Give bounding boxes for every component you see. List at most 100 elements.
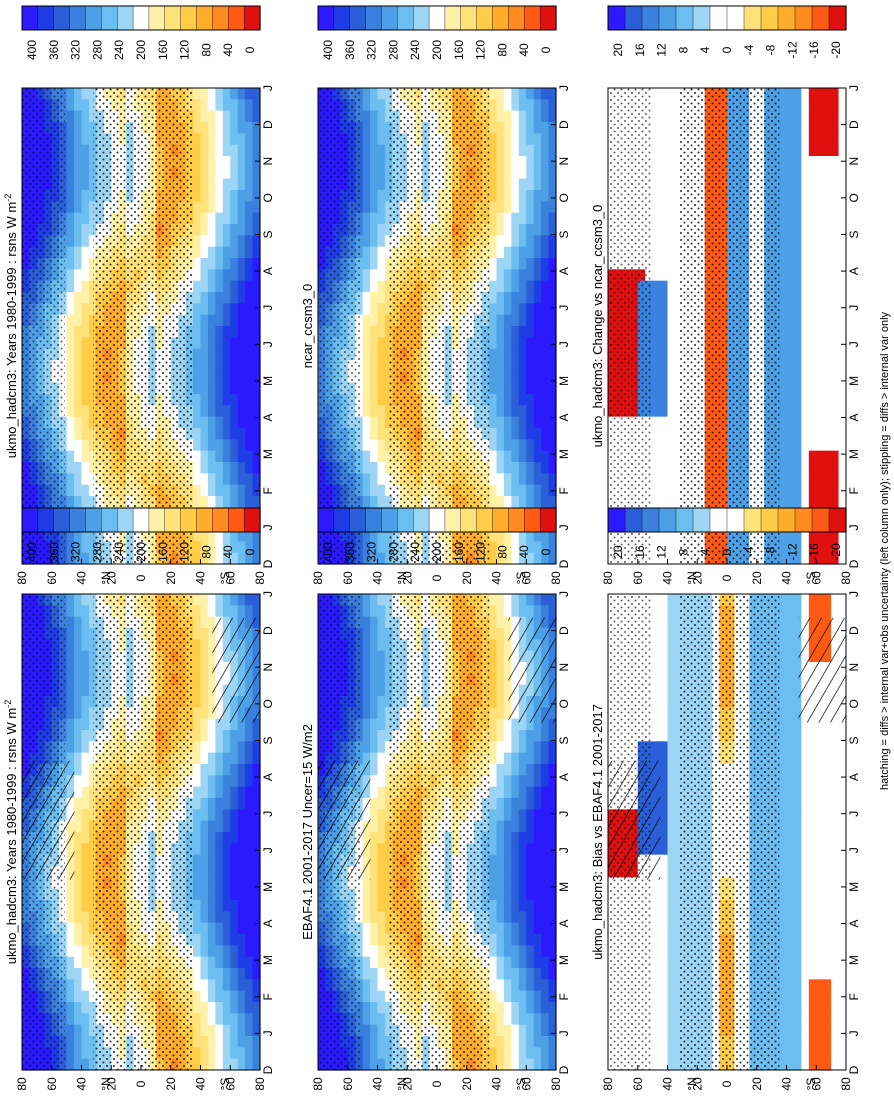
- heatmap-cell: [533, 428, 542, 440]
- heatmap-cell: [779, 258, 788, 270]
- heatmap-cell: [808, 382, 817, 395]
- heatmap-cell: [548, 110, 557, 123]
- heatmap-cell: [793, 462, 802, 474]
- heatmap-cell: [362, 462, 371, 474]
- heatmap-cell: [548, 235, 557, 248]
- heatmap-cell: [377, 224, 386, 236]
- heatmap-cell: [193, 348, 202, 361]
- heatmap-cell: [200, 496, 209, 508]
- heatmap-cell: [88, 786, 97, 799]
- heatmap-cell: [377, 314, 386, 327]
- heatmap-cell: [237, 741, 246, 754]
- heatmap-cell: [652, 201, 661, 214]
- heatmap-cell: [823, 371, 832, 384]
- stippling-overlay: [318, 88, 361, 564]
- colorbar-tick-label: -4: [742, 44, 756, 55]
- heatmap-cell: [548, 496, 557, 508]
- heatmap-cell: [660, 530, 669, 542]
- heatmap-cell: [816, 246, 825, 259]
- heatmap-cell: [652, 269, 661, 282]
- month-tick-label: J: [557, 85, 571, 91]
- month-tick-label: M: [261, 376, 275, 386]
- heatmap-cell: [370, 122, 379, 134]
- heatmap-cell: [808, 190, 817, 202]
- heatmap-cell: [200, 99, 209, 112]
- heatmap-cell: [200, 110, 209, 123]
- heatmap-cell: [801, 224, 810, 236]
- heatmap-cell: [384, 156, 393, 168]
- heatmap-cell: [207, 156, 216, 168]
- heatmap-cell: [660, 122, 669, 134]
- heatmap-cell: [370, 178, 379, 191]
- heatmap-cell: [511, 178, 520, 191]
- heatmap-cell: [237, 360, 246, 372]
- heatmap-cell: [377, 235, 386, 248]
- heatmap-cell: [503, 269, 512, 282]
- heatmap-cell: [503, 496, 512, 508]
- heatmap-cell: [245, 730, 254, 742]
- heatmap-cell: [541, 144, 550, 157]
- heatmap-cell: [81, 99, 90, 112]
- month-tick-label: D: [847, 120, 861, 129]
- heatmap-cell: [74, 110, 83, 123]
- heatmap-cell: [511, 326, 520, 338]
- heatmap-cell: [541, 337, 550, 350]
- heatmap-cell: [660, 178, 669, 191]
- heatmap-cell: [252, 820, 261, 833]
- heatmap-cell: [252, 394, 261, 406]
- month-tick-label: J: [847, 524, 861, 530]
- heatmap-cell: [74, 337, 83, 350]
- heatmap-cell: [489, 337, 498, 350]
- heatmap-cell: [237, 786, 246, 799]
- heatmap-cell: [808, 496, 817, 508]
- heatmap-cell: [808, 133, 817, 146]
- heatmap-cell: [200, 212, 209, 225]
- heatmap-cell: [801, 439, 810, 452]
- heatmap-cell: [74, 133, 83, 146]
- heatmap-cell: [215, 337, 224, 350]
- heatmap-cell: [215, 405, 224, 418]
- heatmap-cell: [88, 416, 97, 429]
- heatmap-cell: [823, 314, 832, 327]
- heatmap-cell: [215, 212, 224, 225]
- heatmap-cell: [518, 212, 527, 225]
- heatmap-cell: [823, 156, 832, 168]
- month-tick-label: J: [261, 85, 275, 91]
- heatmap-cell: [81, 764, 90, 776]
- heatmap-cell: [660, 224, 669, 236]
- heatmap-cell: [652, 224, 661, 236]
- heatmap-cell: [793, 416, 802, 429]
- heatmap-cell: [779, 269, 788, 282]
- heatmap-cell: [518, 201, 527, 214]
- heatmap-cell: [237, 337, 246, 350]
- heatmap-cell: [652, 360, 661, 372]
- heatmap-cell: [66, 552, 75, 565]
- heatmap-cell: [81, 88, 90, 100]
- heatmap-cell: [823, 552, 832, 565]
- heatmap-cell: [245, 348, 254, 361]
- heatmap-cell: [377, 394, 386, 406]
- heatmap-cell: [222, 348, 231, 361]
- heatmap-cell: [237, 258, 246, 270]
- heatmap-cell: [193, 178, 202, 191]
- heatmap-cell: [801, 416, 810, 429]
- heatmap-cell: [74, 696, 83, 708]
- heatmap-cell: [660, 382, 669, 395]
- heatmap-cell: [652, 473, 661, 486]
- heatmap-cell: [245, 541, 254, 554]
- heatmap-cell: [496, 235, 505, 248]
- heatmap-cell: [237, 88, 246, 100]
- heatmap-cell: [496, 280, 505, 293]
- heatmap-cell: [200, 718, 209, 731]
- colorbar-swatch: [69, 5, 87, 31]
- heatmap-cell: [533, 99, 542, 112]
- heatmap-cell: [66, 133, 75, 146]
- heatmap-cell: [207, 809, 216, 822]
- heatmap-cell: [533, 314, 542, 327]
- heatmap-cell: [193, 269, 202, 282]
- heatmap-cell: [207, 212, 216, 225]
- month-tick-label: J: [261, 305, 275, 311]
- heatmap-cell: [245, 144, 254, 157]
- heatmap-cell: [370, 156, 379, 168]
- heatmap-cell: [81, 484, 90, 497]
